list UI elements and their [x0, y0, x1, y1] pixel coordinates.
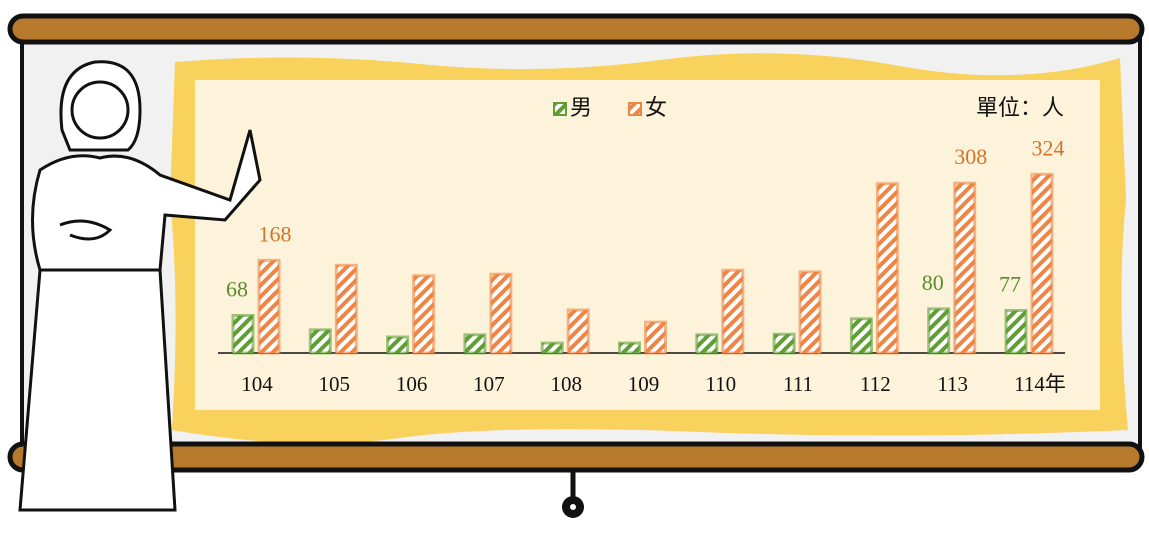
- value-label: 68: [226, 277, 248, 302]
- x-tick-label: 113: [937, 372, 968, 396]
- value-label: 308: [954, 144, 987, 169]
- value-label: 80: [922, 270, 944, 295]
- bar: [644, 320, 667, 355]
- value-label: 77: [999, 272, 1021, 297]
- bar: [566, 308, 590, 355]
- bar: [875, 182, 899, 355]
- value-label: 168: [259, 221, 292, 246]
- x-tick-label: 109: [628, 372, 660, 396]
- x-tick-label: 111: [783, 372, 813, 396]
- value-label: 324: [1032, 135, 1065, 160]
- bar: [927, 307, 951, 355]
- bar: [618, 341, 641, 355]
- bar: [463, 333, 487, 355]
- bar: [412, 274, 436, 355]
- bar: [386, 335, 410, 355]
- top-rod: [7, 13, 1145, 45]
- bar: [953, 181, 977, 355]
- bar: [231, 314, 255, 355]
- bar: [489, 272, 513, 355]
- bar: [308, 328, 332, 355]
- x-tick-label: 107: [473, 372, 505, 396]
- x-tick-label: 105: [319, 372, 351, 396]
- plot-bg: [195, 80, 1100, 410]
- legend-label: 女: [645, 95, 667, 120]
- bar: [540, 341, 564, 355]
- bar: [334, 263, 358, 355]
- unit-label: 單位：人: [976, 95, 1064, 120]
- bar: [1030, 172, 1054, 355]
- bottom-rod: [7, 441, 1145, 473]
- x-tick-label: 110: [705, 372, 736, 396]
- bar: [695, 333, 719, 355]
- bar: [1004, 309, 1028, 355]
- legend-label: 男: [570, 95, 592, 120]
- bar: [849, 317, 873, 355]
- x-tick-label: 104: [241, 372, 273, 396]
- x-tick-label: 106: [396, 372, 428, 396]
- x-tick-label: 114年: [1014, 372, 1066, 396]
- bar: [257, 258, 281, 355]
- x-tick-label: 108: [550, 372, 582, 396]
- x-tick-label: 112: [860, 372, 891, 396]
- bar: [772, 332, 796, 355]
- presenter: [18, 60, 262, 512]
- legend-swatch: [628, 102, 642, 116]
- legend-swatch: [553, 102, 567, 116]
- stand-knob-dot: [570, 504, 576, 510]
- bar: [721, 268, 745, 355]
- bar: [798, 270, 822, 355]
